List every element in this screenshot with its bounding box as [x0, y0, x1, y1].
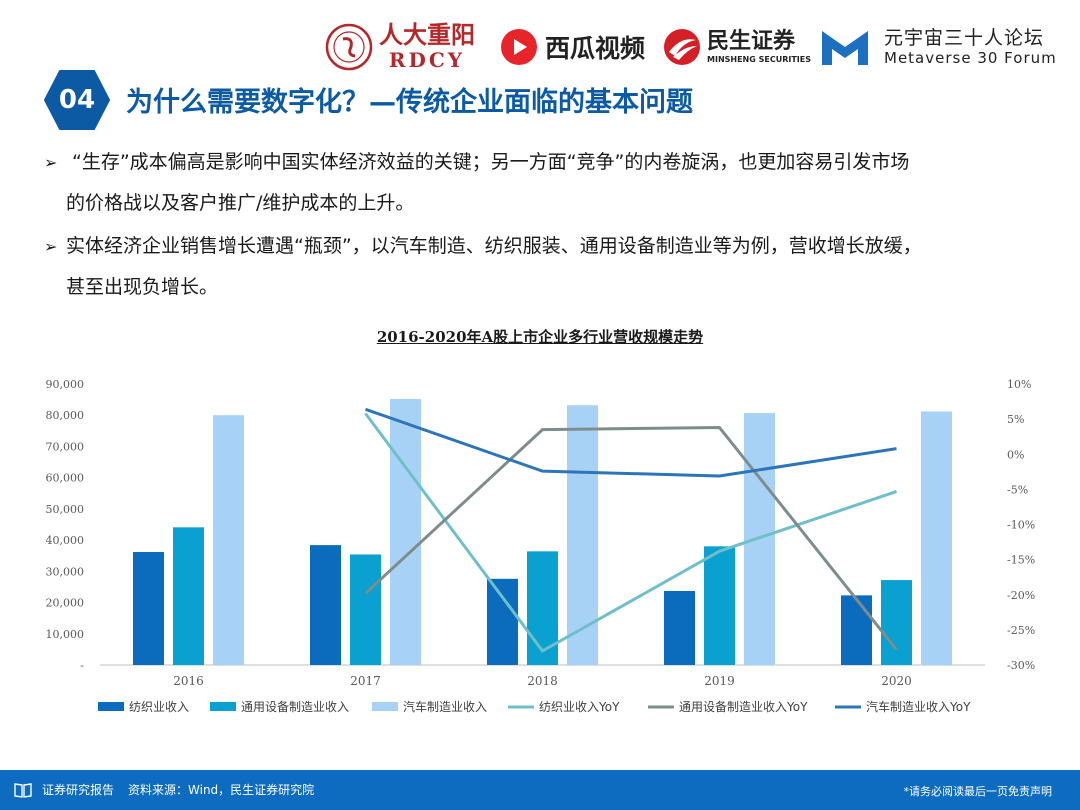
legend-label: 通用设备制造业收入 — [241, 700, 349, 714]
x-tick-label: 2020 — [881, 674, 912, 688]
rdcy-name: 人大重阳 — [379, 20, 475, 49]
metaverse-m-icon — [822, 31, 868, 65]
y-left-tick-label: 80,000 — [46, 409, 85, 422]
series-line — [364, 426, 898, 651]
bar — [527, 551, 558, 665]
y-left-tick-label: 40,000 — [46, 534, 85, 547]
arrow-bullet-icon: ➢ — [44, 237, 58, 256]
legend-label: 纺织业收入 — [129, 700, 189, 714]
x-tick-label: 2018 — [527, 674, 558, 688]
y-right-tick-label: -25% — [1007, 624, 1035, 637]
bullet-text-line: 的价格战以及客户推广/维护成本的上升。 — [66, 192, 415, 214]
bullet-item: ➢ “生存”成本偏高是影响中国实体经济效益的关键；另一方面“竞争”的内卷旋涡，也… — [44, 142, 1044, 224]
bar — [841, 595, 872, 665]
bar — [487, 578, 518, 665]
y-left-tick-label: - — [80, 659, 84, 672]
minsheng-emblem-icon — [664, 29, 700, 65]
rdcy-logo: 人大重阳 RDCY — [325, 18, 475, 76]
rdcy-seal-icon — [325, 23, 373, 71]
bar — [173, 527, 204, 665]
legend-swatch — [210, 702, 236, 711]
y-left-tick-label: 60,000 — [46, 472, 85, 485]
x-tick-label: 2016 — [173, 674, 204, 688]
metaverse-name: 元宇宙三十人论坛 — [884, 27, 1045, 49]
y-right-tick-label: 10% — [1007, 378, 1031, 391]
y-left-tick-label: 50,000 — [46, 503, 85, 516]
legend-label: 汽车制造业收入YoY — [866, 699, 971, 714]
bar — [133, 551, 164, 665]
chart-title: 2016-2020年A股上市企业多行业营收规模走势 — [376, 328, 704, 346]
series-line — [365, 407, 897, 478]
y-right-tick-label: -20% — [1007, 589, 1035, 602]
legend-swatch — [372, 702, 398, 711]
section-number: 04 — [58, 85, 96, 115]
y-left-tick-label: 20,000 — [46, 597, 85, 610]
revenue-chart: - 10,000 20,000 30,000 40,000 50,000 60,000 70,… — [46, 378, 1036, 714]
x-tick-label: 2017 — [350, 674, 381, 688]
bullet-text-line: 甚至出现负增长。 — [66, 276, 219, 298]
book-icon — [14, 782, 32, 798]
xigua-logo: 西瓜视频 — [500, 18, 645, 76]
bullet-text-line: 实体经济企业销售增长遭遇“瓶颈”，以汽车制造、纺织服装、通用设备制造业等为例，营… — [66, 235, 922, 257]
xigua-name: 西瓜视频 — [545, 34, 646, 63]
bullet-item: ➢ 实体经济企业销售增长遭遇“瓶颈”，以汽车制造、纺织服装、通用设备制造业等为例… — [44, 226, 1044, 308]
bullet-text-line: “生存”成本偏高是影响中国实体经济效益的关键；另一方面“竞争”的内卷旋涡，也更加… — [72, 151, 910, 173]
footer-source: 资料来源：Wind，民生证券研究院 — [128, 783, 315, 797]
legend-label: 通用设备制造业收入YoY — [679, 700, 808, 714]
y-right-tick-label: -5% — [1007, 483, 1028, 496]
bullet-list: ➢ “生存”成本偏高是影响中国实体经济效益的关键；另一方面“竞争”的内卷旋涡，也… — [44, 142, 1044, 310]
minsheng-sub: MINSHENG SECURITIES — [707, 54, 811, 64]
legend-swatch — [98, 702, 124, 711]
bar — [350, 554, 381, 665]
title-row: 04 为什么需要数字化？—传统企业面临的基本问题 — [42, 68, 1042, 132]
y-left-tick-label: 30,000 — [46, 565, 85, 578]
bar — [213, 415, 244, 665]
bar — [664, 591, 695, 665]
legend-label: 纺织业收入YoY — [539, 700, 620, 714]
bar — [390, 398, 421, 665]
footer-report-label: 证券研究报告 — [42, 783, 115, 797]
series-line — [364, 412, 897, 653]
xigua-play-icon — [501, 29, 537, 65]
x-tick-label: 2019 — [704, 674, 735, 688]
footer-bar: 证券研究报告 资料来源：Wind，民生证券研究院 *请务必阅读最后一页免责声明 — [0, 770, 1080, 810]
footer-disclaimer: *请务必阅读最后一页免责声明 — [903, 785, 1053, 798]
bar — [881, 580, 912, 665]
metaverse-sub: Metaverse 30 Forum — [884, 49, 1057, 67]
y-right-tick-label: -15% — [1007, 554, 1035, 567]
minsheng-logo: 民生证券 MINSHENG SECURITIES — [663, 18, 811, 76]
y-right-tick-label: 0% — [1007, 448, 1024, 461]
y-right-tick-label: -30% — [1007, 659, 1035, 672]
bar — [704, 546, 735, 665]
bar — [310, 545, 341, 665]
y-left-tick-label: 70,000 — [46, 440, 85, 453]
y-right-tick-label: 5% — [1007, 413, 1024, 426]
section-badge-icon — [44, 70, 110, 130]
arrow-bullet-icon: ➢ — [44, 153, 58, 172]
y-left-tick-label: 90,000 — [46, 378, 85, 391]
logo-bar: 人大重阳 RDCY 西瓜视频 民生证券 MINSHENG SECURITIES … — [325, 18, 1065, 76]
rdcy-sub: RDCY — [388, 48, 466, 72]
metaverse-logo: 元宇宙三十人论坛 Metaverse 30 Forum — [820, 18, 1057, 76]
legend-label: 汽车制造业收入 — [403, 699, 487, 714]
page-title: 为什么需要数字化？—传统企业面临的基本问题 — [126, 87, 693, 118]
bar — [921, 411, 952, 665]
y-right-tick-label: -10% — [1007, 519, 1035, 532]
bar — [567, 405, 598, 665]
minsheng-name: 民生证券 — [707, 28, 796, 54]
y-left-tick-label: 10,000 — [46, 628, 85, 641]
